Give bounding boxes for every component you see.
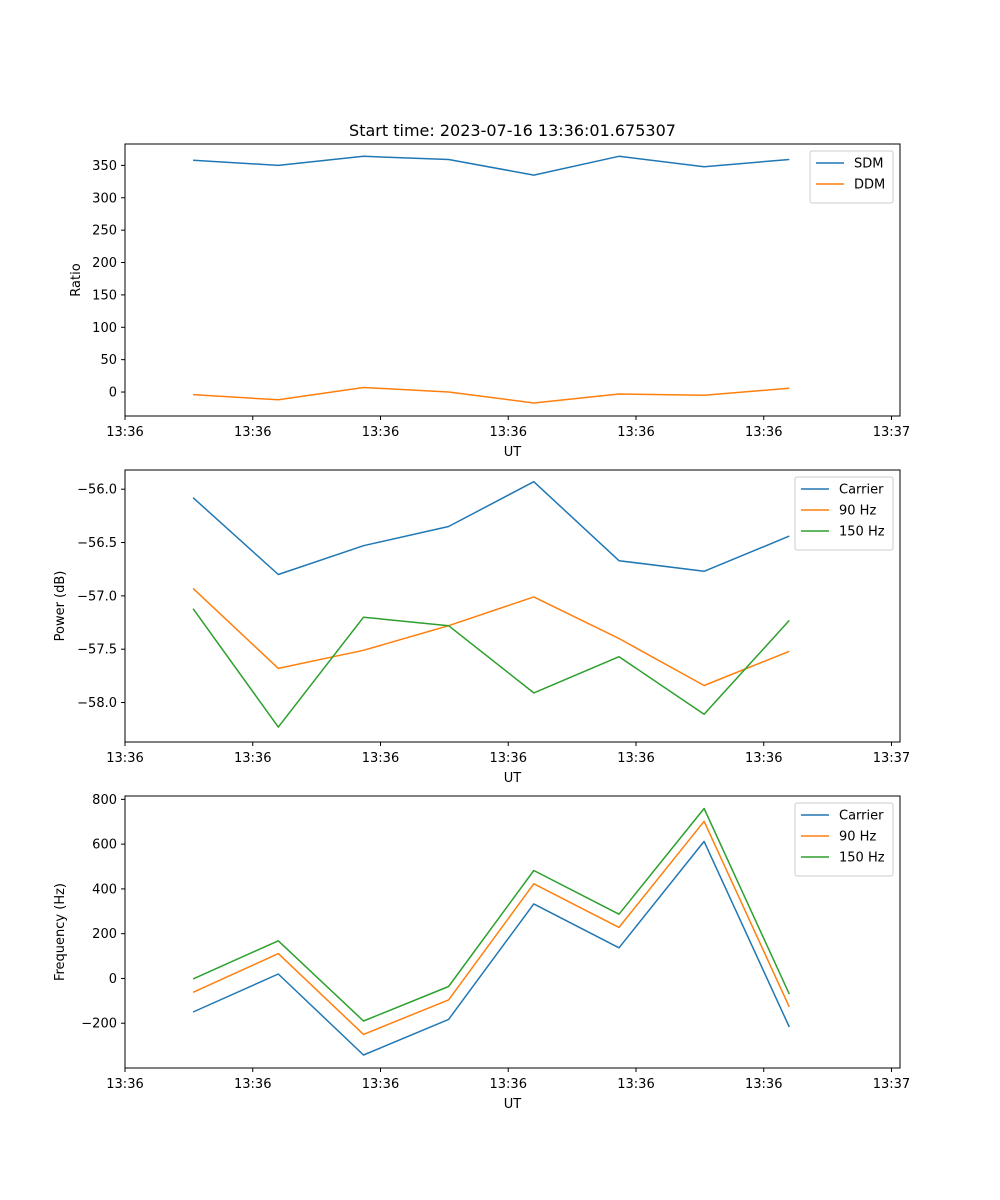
legend-box [809, 150, 894, 204]
y-tick-label: −57.5 [77, 643, 117, 658]
series-line-150-hz [192, 608, 790, 728]
legend-label: 90 Hz [839, 504, 876, 519]
x-tick-label: 13:36 [617, 751, 654, 766]
x-tick-label: 13:36 [362, 425, 399, 440]
x-tick-label: 13:36 [106, 751, 143, 766]
x-axis-label: UT [504, 445, 522, 460]
y-tick-label: 600 [92, 838, 117, 853]
y-tick-label: −56.0 [77, 483, 117, 498]
x-tick-label: 13:36 [234, 751, 271, 766]
x-tick-label: 13:37 [873, 751, 910, 766]
y-axis-label: Power (dB) [53, 571, 68, 642]
legend-label: 150 Hz [839, 525, 885, 540]
series-line-ddm [193, 386, 790, 404]
legend-label: 90 Hz [839, 830, 876, 845]
y-axis-label: Frequency (Hz) [53, 883, 68, 981]
legend: SDM DDM [809, 150, 894, 204]
x-tick-label: 13:36 [490, 425, 527, 440]
x-tick-label: 13:36 [490, 1077, 527, 1092]
x-tick-label: 13:36 [617, 425, 654, 440]
legend-label: DDM [854, 178, 885, 193]
x-tick-label: 13:36 [745, 1077, 782, 1092]
series-line-carrier [192, 480, 790, 576]
legend-label: 150 Hz [839, 851, 885, 866]
x-axis-label: UT [504, 771, 522, 786]
chart-panel-3: 13:36 13:36 13:36 13:36 13:36 13:36 13:37 −200 0… [53, 793, 910, 1112]
figure-title: Start time: 2023-07-16 13:36:01.675307 [349, 121, 676, 140]
y-tick-label: 800 [92, 793, 117, 808]
series-line-150-hz [192, 807, 790, 1022]
plot-frame [124, 469, 901, 743]
plot-frame [124, 143, 901, 417]
legend: Carrier 90 Hz 150 Hz [794, 802, 894, 877]
y-tick-label: 100 [92, 321, 117, 336]
y-tick-label: 50 [100, 353, 117, 368]
y-tick-label: 300 [92, 191, 117, 206]
x-tick-label: 13:36 [362, 1077, 399, 1092]
x-axis-label: UT [504, 1097, 522, 1112]
x-tick-label: 13:36 [234, 1077, 271, 1092]
y-tick-label: −57.0 [77, 589, 117, 604]
y-tick-label: 0 [109, 386, 117, 401]
y-tick-label: 400 [92, 882, 117, 897]
chart-panel-2: 13:36 13:36 13:36 13:36 13:36 13:36 13:37 −56.0… [53, 469, 910, 786]
panels: 13:36 13:36 13:36 13:36 13:36 13:36 13:37 0 50 10… [53, 143, 910, 1112]
chart-panel-1: 13:36 13:36 13:36 13:36 13:36 13:36 13:37 0 50 10… [69, 143, 910, 460]
y-tick-label: −58.0 [77, 696, 117, 711]
legend-label: SDM [854, 157, 883, 172]
x-tick-label: 13:36 [617, 1077, 654, 1092]
x-tick-label: 13:36 [490, 751, 527, 766]
series-line-90-hz [192, 587, 790, 687]
x-tick-label: 13:37 [873, 1077, 910, 1092]
plot-frame [124, 795, 901, 1069]
y-tick-label: −200 [81, 1017, 117, 1032]
x-tick-label: 13:36 [106, 425, 143, 440]
x-tick-label: 13:36 [745, 751, 782, 766]
y-tick-label: 0 [109, 972, 117, 987]
y-tick-label: 250 [92, 224, 117, 239]
y-tick-label: 200 [92, 927, 117, 942]
legend-label: Carrier [839, 809, 884, 824]
legend-label: Carrier [839, 483, 884, 498]
x-tick-label: 13:37 [873, 425, 910, 440]
y-tick-label: 150 [92, 288, 117, 303]
y-axis-label: Ratio [69, 263, 84, 296]
series-line-90-hz [192, 820, 790, 1036]
y-tick-label: 350 [92, 159, 117, 174]
x-tick-label: 13:36 [234, 425, 271, 440]
series-line-carrier [192, 840, 790, 1056]
x-tick-label: 13:36 [362, 751, 399, 766]
legend: Carrier 90 Hz 150 Hz [794, 476, 894, 551]
y-tick-label: 200 [92, 256, 117, 271]
series-line-sdm [193, 155, 790, 176]
x-tick-label: 13:36 [745, 425, 782, 440]
y-tick-label: −56.5 [77, 536, 117, 551]
x-tick-label: 13:36 [106, 1077, 143, 1092]
